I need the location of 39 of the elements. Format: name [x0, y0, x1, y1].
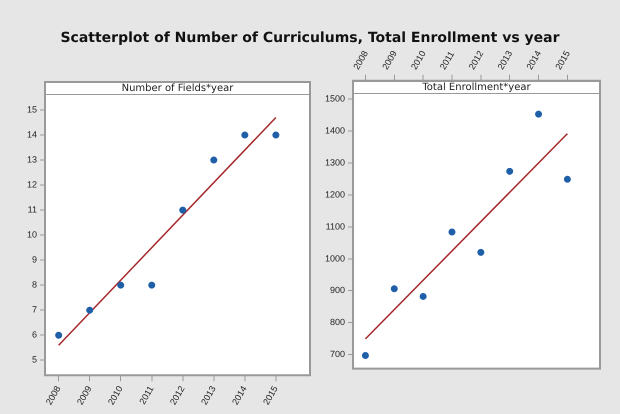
- point: [448, 228, 456, 236]
- y-tick-label: 700: [330, 349, 346, 360]
- y-tick-label: 5: [32, 354, 38, 365]
- chart-subtitle: Total Enrollment*year: [353, 80, 600, 94]
- point: [506, 168, 514, 175]
- y-tick-label: 7: [32, 304, 38, 315]
- y-tick-label: 9: [32, 254, 38, 265]
- y-tick-label: 14: [26, 130, 38, 140]
- point: [535, 110, 542, 118]
- point: [179, 206, 186, 214]
- chart-subtitle: Number of Fields*year: [45, 82, 310, 95]
- y-tick-label: 10: [26, 230, 38, 240]
- point: [272, 132, 280, 139]
- chart-title: Scatterplot of Number of Curriculums, Total Enrollment vs year: [59, 30, 561, 46]
- y-tick-label: 13: [26, 154, 38, 165]
- y-tick-label: 1500: [324, 94, 346, 104]
- point: [564, 176, 571, 183]
- point: [117, 282, 124, 289]
- y-tick-label: 1100: [326, 221, 346, 232]
- y-tick-label: 1200: [324, 189, 346, 200]
- y-tick-label: 1000: [324, 253, 346, 264]
- point: [477, 248, 484, 256]
- point: [362, 352, 369, 360]
- point: [55, 332, 62, 339]
- point: [148, 282, 156, 289]
- y-tick-label: 15: [26, 104, 38, 114]
- y-tick-label: 1300: [324, 157, 346, 168]
- y-tick-label: 800: [330, 317, 346, 328]
- point: [86, 306, 94, 314]
- point: [210, 156, 218, 164]
- y-tick-label: 11: [28, 204, 38, 215]
- point: [390, 285, 398, 292]
- y-tick-label: 8: [32, 280, 38, 290]
- y-tick-label: 1400: [324, 126, 346, 136]
- y-tick-label: 12: [26, 180, 38, 190]
- point: [241, 132, 248, 139]
- y-tick-label: 900: [330, 285, 346, 296]
- y-tick-label: 6: [32, 330, 38, 340]
- point: [420, 292, 427, 300]
